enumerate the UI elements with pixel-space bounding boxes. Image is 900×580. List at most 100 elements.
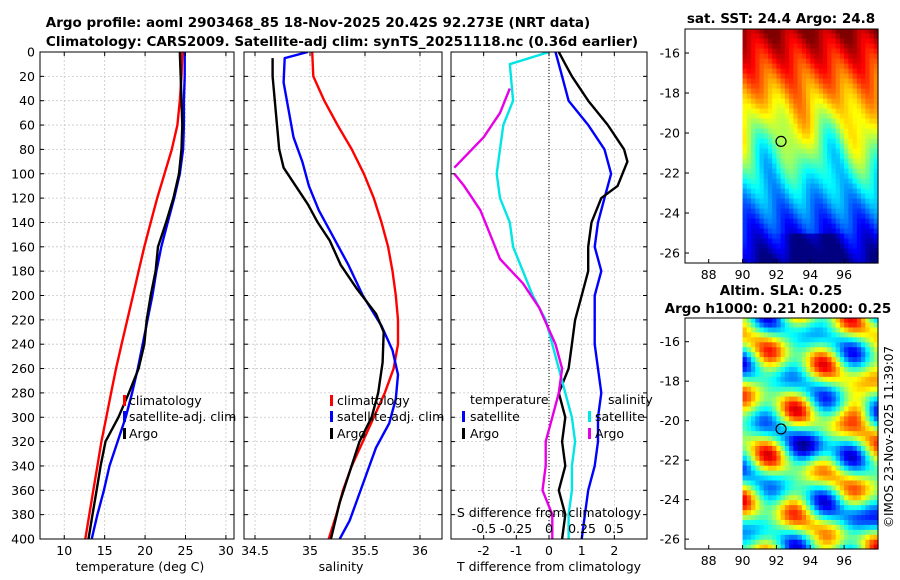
- heatmap-cell: [844, 420, 849, 427]
- heatmap-cell: [755, 386, 761, 392]
- heatmap-cell: [776, 465, 782, 471]
- heatmap-cell: [793, 228, 799, 234]
- heatmap-cell: [852, 366, 858, 372]
- heatmap-cell: [742, 361, 748, 367]
- heatmap-cell: [818, 514, 824, 520]
- heatmap-cell: [763, 208, 769, 214]
- heatmap-cell: [835, 198, 841, 204]
- heatmap-cell: [827, 213, 833, 219]
- heatmap-cell: [759, 529, 765, 535]
- heatmap-cell: [755, 193, 761, 199]
- heatmap-cell: [793, 435, 799, 442]
- heatmap-cell: [852, 331, 858, 338]
- heatmap-cell: [814, 470, 820, 476]
- series-group: [271, 52, 400, 539]
- heatmap-cell: [873, 148, 879, 154]
- heatmap-cell: [772, 158, 778, 164]
- heatmap-cell: [861, 524, 866, 530]
- heatmap-cell: [801, 193, 807, 199]
- heatmap-cell: [852, 138, 858, 144]
- heatmap-cell: [869, 223, 875, 229]
- heatmap-cell: [776, 435, 782, 442]
- heatmap-cell: [772, 318, 778, 323]
- heatmap-cell: [810, 465, 816, 471]
- heatmap-cell: [835, 133, 841, 139]
- heatmap-cell: [861, 544, 866, 550]
- heatmap-cell: [831, 103, 837, 109]
- heatmap-cell: [861, 258, 866, 264]
- heatmap-cell: [759, 445, 765, 451]
- heatmap-cell: [844, 544, 849, 550]
- series-line-salinity-argo: [453, 88, 511, 169]
- heatmap-cell: [755, 361, 761, 367]
- heatmap-cell: [793, 371, 799, 377]
- heatmap-cell: [797, 133, 803, 139]
- heatmap-cell: [822, 143, 828, 149]
- heatmap-cell: [861, 484, 866, 491]
- heatmap-cell: [848, 479, 854, 486]
- heatmap-cell: [865, 183, 871, 189]
- heatmap-cell: [856, 351, 862, 358]
- heatmap-cell: [810, 499, 816, 506]
- heatmap-cell: [839, 33, 845, 39]
- y-tick-label: 40: [19, 93, 35, 108]
- heatmap-cell: [839, 248, 845, 254]
- heatmap-cell: [848, 228, 854, 234]
- heatmap-cell: [801, 118, 807, 124]
- heatmap-cell: [751, 238, 756, 244]
- heatmap-cell: [772, 489, 778, 496]
- heatmap-cell: [789, 318, 794, 323]
- heatmap-cell: [852, 474, 858, 481]
- heatmap-cell: [822, 103, 828, 109]
- heatmap-cell: [767, 103, 773, 109]
- heatmap-cell: [848, 445, 854, 451]
- heatmap-cell: [844, 123, 849, 129]
- heatmap-cell: [852, 494, 858, 501]
- heatmap-cell: [852, 400, 858, 407]
- heatmap-cell: [848, 435, 854, 442]
- heatmap-cell: [852, 29, 858, 34]
- heatmap-cell: [865, 539, 871, 545]
- heatmap-cell: [844, 504, 849, 511]
- heatmap-cell: [810, 43, 816, 49]
- heatmap-cell: [814, 183, 820, 189]
- heatmap-cell: [861, 381, 866, 387]
- heatmap-cell: [814, 253, 820, 259]
- heatmap-cell: [797, 123, 803, 129]
- heatmap-cell: [810, 336, 816, 343]
- heatmap-cell: [810, 356, 816, 363]
- heatmap-cell: [865, 400, 871, 407]
- heatmap-cell: [759, 63, 765, 69]
- heatmap-cell: [746, 258, 752, 264]
- heatmap-cell: [861, 203, 866, 209]
- heatmap-cell: [759, 435, 765, 442]
- heatmap-cell: [751, 33, 756, 39]
- heatmap-cell: [839, 198, 845, 204]
- heatmap-cell: [831, 440, 837, 446]
- heatmap-cell: [839, 148, 845, 154]
- heatmap-cell: [742, 78, 748, 84]
- heatmap-cell: [814, 193, 820, 199]
- heatmap-cell: [751, 198, 756, 204]
- heatmap-cell: [865, 198, 871, 204]
- heatmap-cell: [793, 425, 799, 432]
- heatmap-cell: [767, 148, 773, 154]
- heatmap-cell: [793, 474, 799, 481]
- heatmap-cell: [818, 128, 824, 134]
- heatmap-cell: [865, 133, 871, 139]
- heatmap-cell: [763, 366, 769, 372]
- heatmap-cell: [861, 73, 866, 79]
- heatmap-cell: [763, 420, 769, 427]
- heatmap-cell: [822, 193, 828, 199]
- heatmap-cell: [789, 218, 794, 224]
- heatmap-cell: [755, 208, 761, 214]
- heatmap-cell: [755, 544, 761, 550]
- heatmap-cell: [869, 474, 875, 481]
- heatmap-cell: [818, 208, 824, 214]
- heatmap-cell: [814, 371, 820, 377]
- heatmap-cell: [784, 341, 790, 348]
- heatmap-cell: [759, 509, 765, 516]
- heatmap-cell: [780, 415, 786, 422]
- heatmap-cell: [789, 198, 794, 204]
- heatmap-cell: [856, 395, 862, 402]
